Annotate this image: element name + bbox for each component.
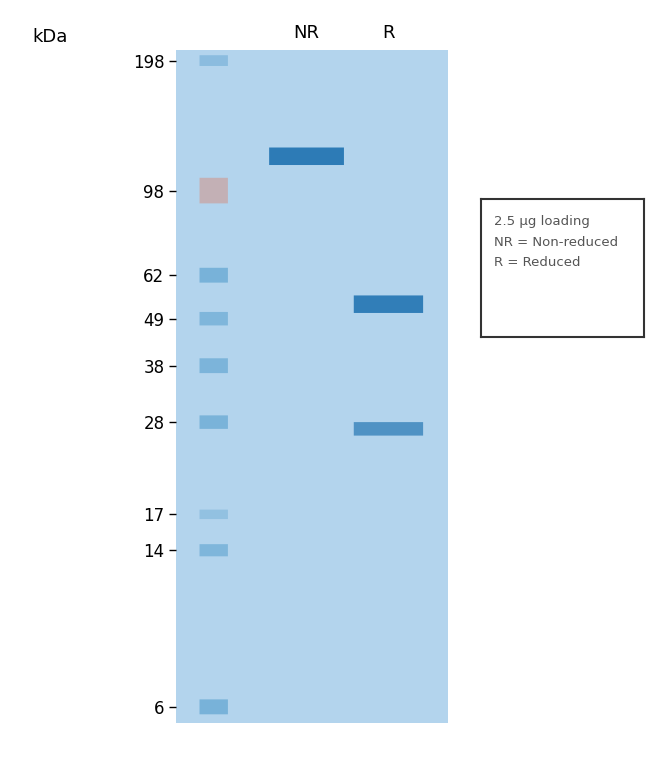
Text: NR: NR — [294, 24, 320, 41]
FancyBboxPatch shape — [200, 312, 228, 325]
FancyBboxPatch shape — [200, 544, 228, 556]
FancyBboxPatch shape — [354, 295, 423, 313]
FancyBboxPatch shape — [354, 422, 423, 435]
Text: R: R — [382, 24, 395, 41]
FancyBboxPatch shape — [269, 148, 344, 165]
FancyBboxPatch shape — [200, 177, 228, 203]
FancyBboxPatch shape — [200, 268, 228, 282]
FancyBboxPatch shape — [200, 415, 228, 429]
Text: kDa: kDa — [32, 28, 68, 46]
FancyBboxPatch shape — [200, 509, 228, 519]
FancyBboxPatch shape — [200, 358, 228, 373]
FancyBboxPatch shape — [200, 699, 228, 715]
Bar — [176, 50, 448, 723]
Text: 2.5 μg loading
NR = Non-reduced
R = Reduced: 2.5 μg loading NR = Non-reduced R = Redu… — [494, 216, 618, 269]
FancyBboxPatch shape — [200, 55, 228, 66]
